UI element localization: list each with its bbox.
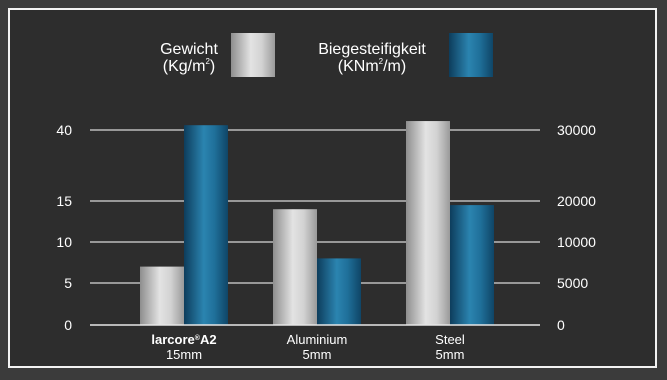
bar-gewicht [406, 121, 450, 325]
legend-item-gewicht: Gewicht (Kg/m2) [160, 33, 275, 77]
right-tick-label: 5000 [557, 275, 588, 291]
bars [140, 121, 494, 326]
left-tick-label: 5 [64, 275, 72, 291]
legend-swatch-blue [449, 33, 493, 77]
category-sublabel: 5mm [303, 347, 332, 362]
left-tick-label: 40 [56, 122, 72, 138]
left-tick-label: 0 [64, 317, 72, 333]
category-label: Aluminium [287, 332, 348, 347]
legend-item-biegesteifigkeit: Biegesteifigkeit (KNm2/m) [318, 33, 493, 77]
left-tick-label: 10 [56, 234, 72, 250]
left-axis-ticks: 0 5 10 15 40 [56, 122, 72, 333]
legend-swatch-gray [231, 33, 275, 77]
legend: Gewicht (Kg/m2) Biegesteifigkeit (KNm2/m… [160, 33, 493, 77]
legend-label-line1: Gewicht [160, 41, 218, 58]
bar-gewicht [273, 209, 317, 325]
bar-biegesteifigkeit [184, 125, 228, 326]
bar-biegesteifigkeit [317, 258, 361, 325]
category-sublabel: 15mm [166, 347, 202, 362]
right-axis-ticks: 0 5000 10000 20000 30000 [557, 122, 596, 333]
category-label: larcore®A2 [151, 332, 216, 347]
category-label: Steel [435, 332, 465, 347]
bar-biegesteifigkeit [450, 205, 494, 325]
right-tick-label: 0 [557, 317, 565, 333]
legend-label-line2: (KNm2/m) [338, 57, 406, 75]
bar-gewicht [140, 266, 184, 325]
right-tick-label: 10000 [557, 234, 596, 250]
legend-label-line1: Biegesteifigkeit [318, 41, 426, 58]
right-tick-label: 30000 [557, 122, 596, 138]
category-sublabel: 5mm [436, 347, 465, 362]
legend-label-line2: (Kg/m2) [163, 57, 215, 75]
right-tick-label: 20000 [557, 193, 596, 209]
left-tick-label: 15 [56, 193, 72, 209]
